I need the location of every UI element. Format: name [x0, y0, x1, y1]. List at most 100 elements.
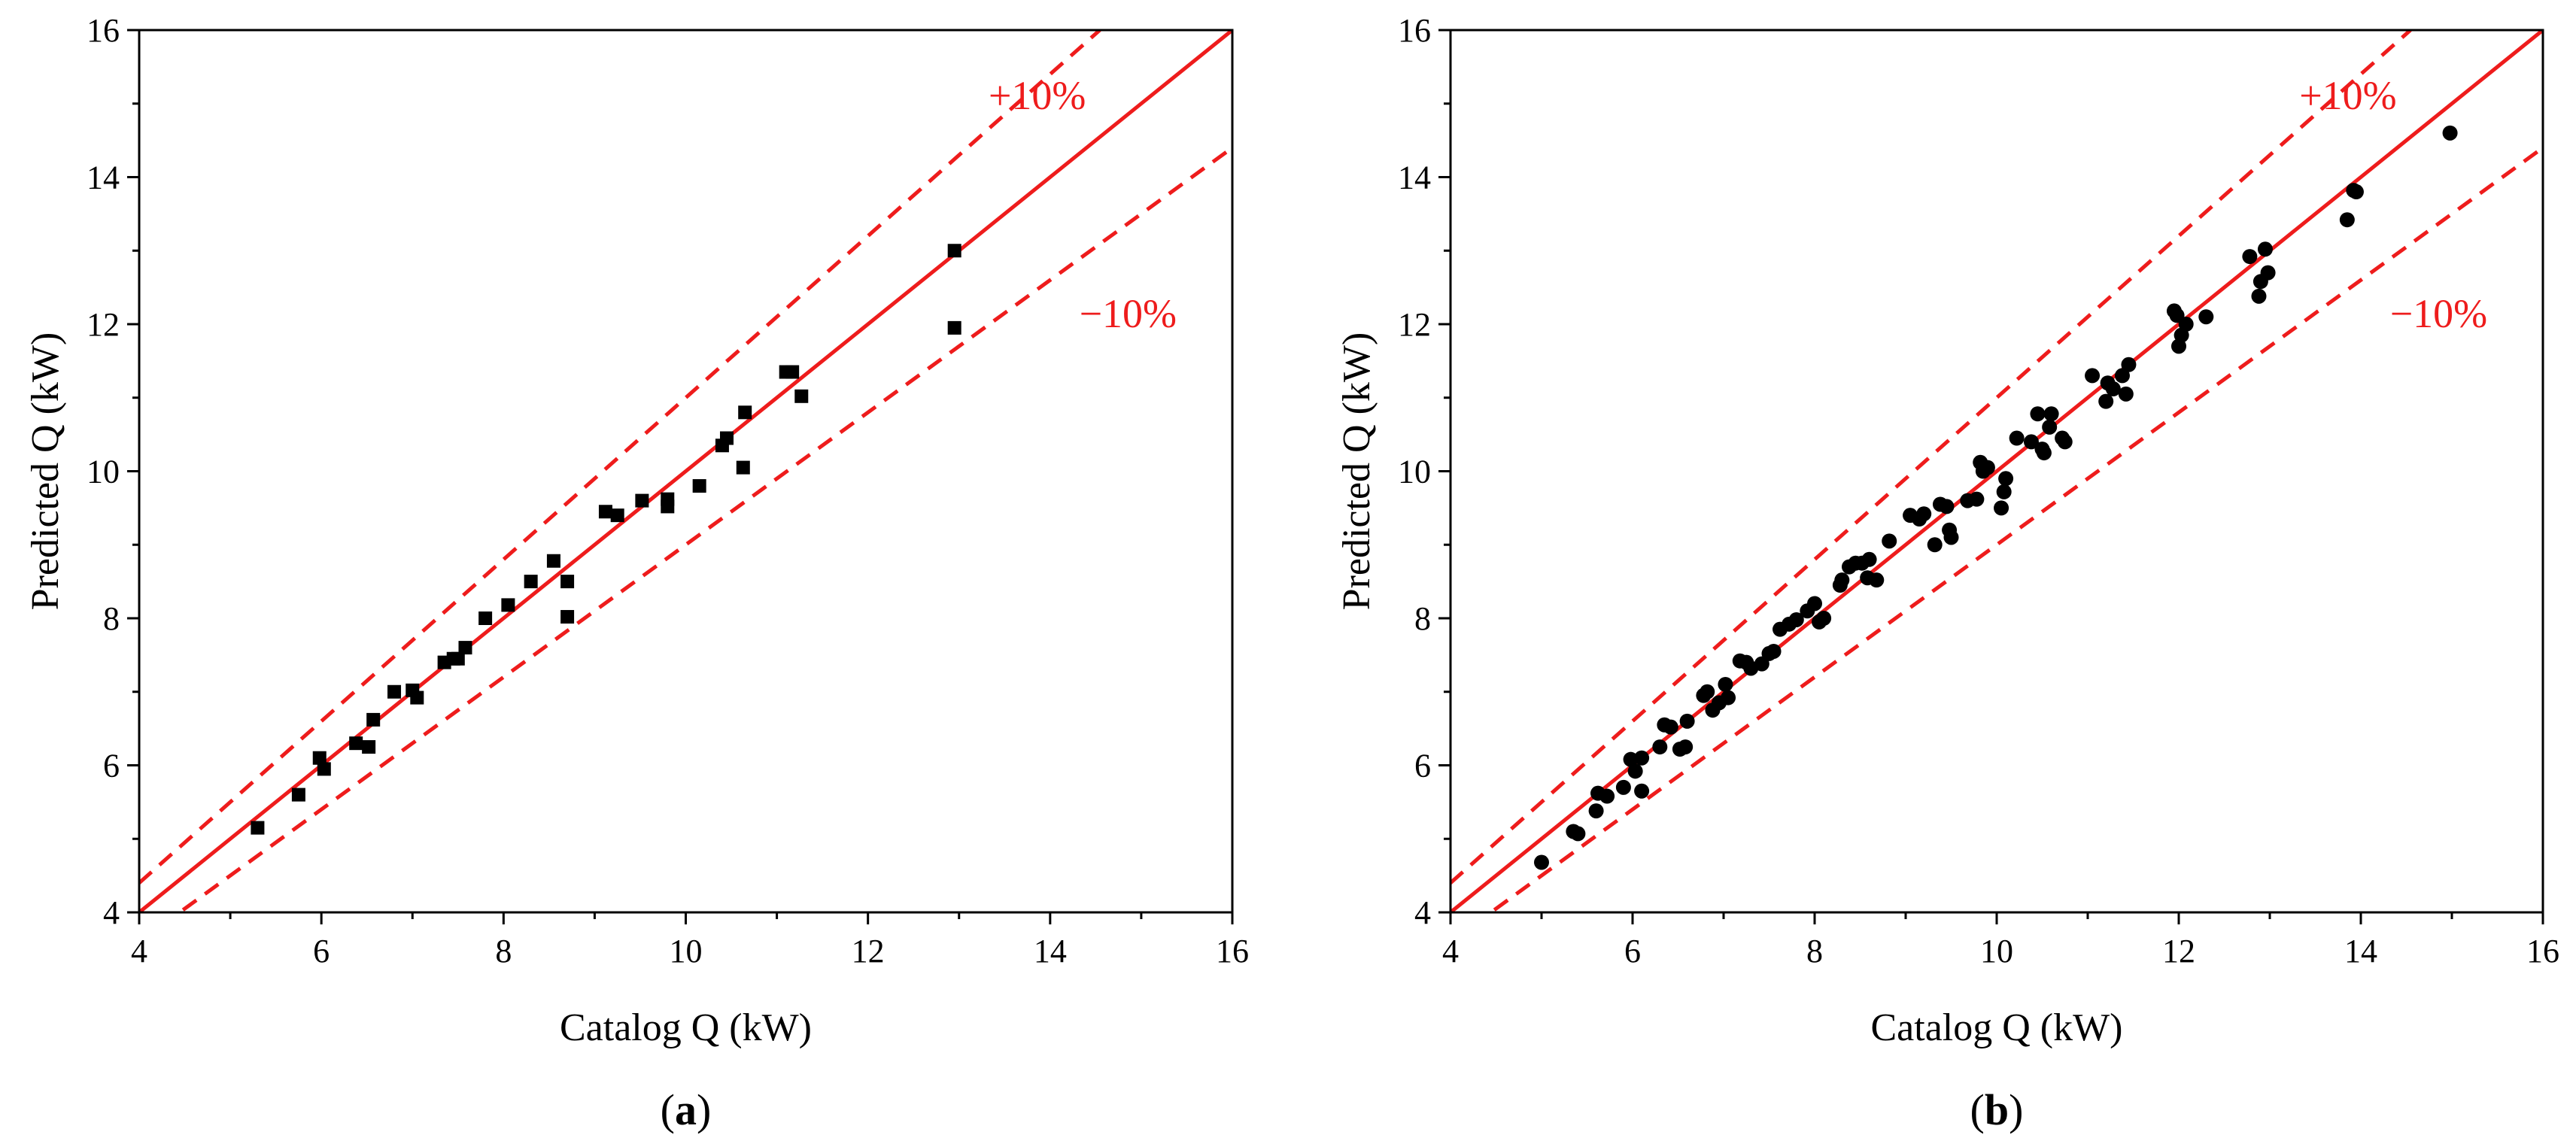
data-point	[451, 651, 465, 666]
data-point	[1599, 788, 1615, 804]
data-point	[2121, 357, 2137, 372]
data-point	[1861, 551, 1877, 567]
data-point	[2257, 241, 2273, 257]
y-tick-label: 16	[1398, 12, 1431, 49]
y-axis-title: Predicted Q (kW)	[24, 332, 67, 611]
y-tick-label: 14	[1398, 159, 1431, 196]
data-point	[349, 736, 363, 751]
data-point	[1663, 719, 1678, 735]
y-tick-label: 6	[1414, 748, 1431, 784]
data-point	[1882, 533, 1897, 549]
data-point	[947, 320, 961, 335]
data-point	[1998, 471, 2014, 487]
minus-10-percent-label: −10%	[1080, 291, 1177, 336]
plus-10-percent-line	[139, 30, 1101, 885]
data-point	[1634, 783, 1650, 799]
x-tick-label: 4	[131, 933, 147, 970]
data-point	[1979, 460, 1995, 475]
data-point	[2242, 249, 2258, 265]
y-tick-label: 6	[103, 748, 120, 784]
plus-10-percent-line	[1451, 30, 2412, 885]
data-point	[2251, 288, 2267, 304]
data-point	[1534, 854, 1549, 870]
x-tick-label: 14	[2344, 933, 2377, 970]
data-point	[635, 493, 649, 508]
data-point	[736, 460, 750, 475]
x-tick-label: 12	[852, 933, 885, 970]
x-tick-label: 10	[1980, 933, 2013, 970]
data-point	[560, 575, 575, 589]
data-point	[1969, 491, 1985, 507]
data-point	[312, 751, 327, 765]
data-points	[251, 244, 961, 835]
identity-line	[1451, 30, 2543, 912]
data-point	[410, 690, 424, 705]
data-points	[1534, 125, 2458, 870]
x-tick-label: 16	[1216, 933, 1249, 970]
y-tick-label: 16	[87, 12, 120, 49]
data-point	[2009, 430, 2025, 446]
data-point	[366, 712, 381, 727]
y-tick-label: 12	[87, 306, 120, 343]
axis-ticks: 4 6 8 10 12 14 16 4 6 8 10 12 14 16	[1398, 12, 2559, 970]
data-point	[2105, 381, 2121, 397]
data-point	[2036, 445, 2052, 461]
data-point	[1721, 690, 1736, 706]
data-point	[458, 641, 472, 655]
data-point	[1700, 684, 1715, 699]
data-point	[1996, 484, 2012, 499]
data-point	[2085, 368, 2101, 384]
x-tick-label: 12	[2162, 933, 2195, 970]
data-point	[478, 611, 493, 625]
x-tick-label: 6	[313, 933, 330, 970]
data-point	[1939, 499, 1955, 514]
data-point	[610, 508, 624, 523]
data-point	[2348, 184, 2364, 200]
data-point	[1615, 779, 1631, 795]
minus-10-percent-line	[1487, 146, 2543, 912]
plus-10-percent-label: +10%	[989, 73, 1086, 118]
x-tick-label: 10	[670, 933, 703, 970]
y-tick-label: 4	[1414, 894, 1431, 931]
data-point	[1916, 506, 1932, 522]
data-point	[1816, 611, 1832, 626]
y-tick-label: 10	[87, 454, 120, 490]
data-point	[661, 499, 675, 514]
data-point	[387, 684, 402, 699]
data-point	[2042, 419, 2058, 435]
data-point	[2043, 406, 2059, 422]
data-point	[1678, 739, 1694, 755]
data-point	[2260, 265, 2276, 281]
data-point	[1634, 750, 1650, 766]
data-point	[692, 479, 706, 493]
data-point	[2023, 434, 2039, 450]
data-point	[1718, 676, 1733, 692]
data-point	[2114, 368, 2130, 384]
data-point	[317, 762, 331, 776]
y-tick-label: 8	[103, 600, 120, 637]
data-point	[1869, 572, 1885, 588]
x-tick-label: 8	[495, 933, 512, 970]
y-tick-label: 12	[1398, 306, 1431, 343]
data-point	[560, 610, 575, 624]
data-point	[251, 821, 265, 835]
data-point	[1927, 537, 1943, 553]
data-point	[524, 575, 538, 589]
data-point	[719, 431, 734, 445]
data-point	[1627, 763, 1643, 779]
data-point	[2198, 309, 2214, 325]
data-point	[598, 505, 612, 519]
data-point	[1788, 611, 1804, 627]
minus-10-percent-line	[176, 146, 1232, 912]
x-tick-label: 16	[2526, 933, 2559, 970]
y-axis-title: Predicted Q (kW)	[1335, 332, 1378, 611]
y-tick-label: 10	[1398, 454, 1431, 490]
data-point	[1807, 596, 1822, 611]
data-point	[501, 598, 515, 612]
data-point	[1570, 826, 1586, 842]
data-point	[1679, 713, 1695, 729]
x-tick-label: 4	[1442, 933, 1459, 970]
panel-label-a: (a)	[661, 1085, 712, 1134]
x-tick-label: 6	[1624, 933, 1641, 970]
